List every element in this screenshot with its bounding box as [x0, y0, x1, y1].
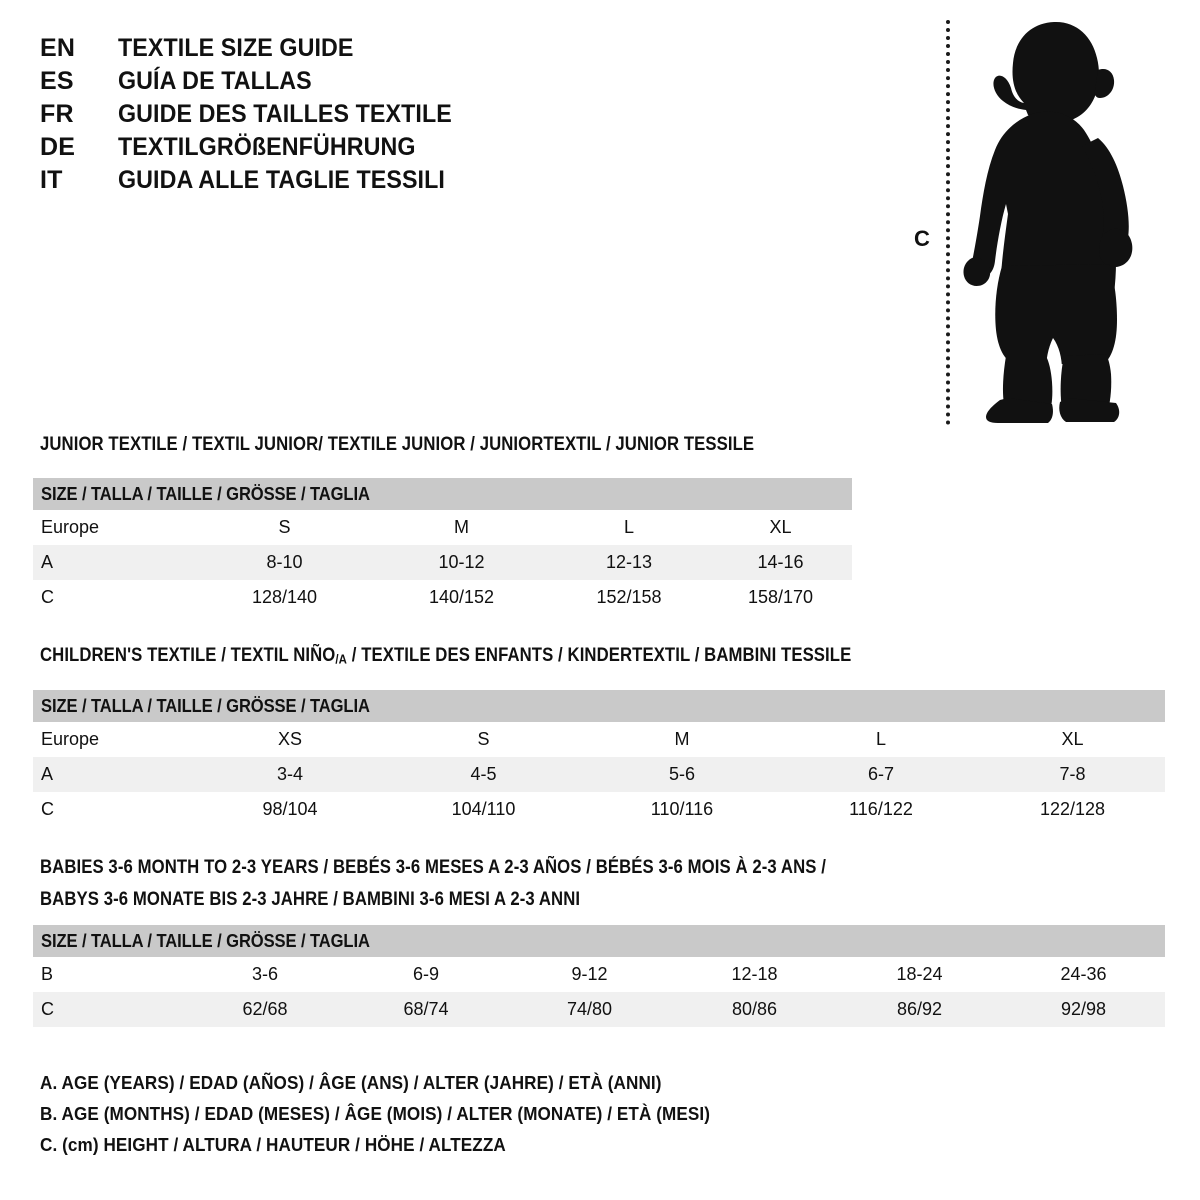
table-row: B 3-6 6-9 9-12 12-18 18-24 24-36 [33, 957, 1166, 992]
language-title-it: GUIDA ALLE TAGLIE TESSILI [118, 166, 445, 194]
table-babies-row-b-label: B [33, 957, 185, 992]
language-code-fr: FR [40, 100, 74, 128]
table-babies-row-c-v4: 80/86 [672, 992, 837, 1027]
table-babies-band-label: SIZE / TALLA / TAILLE / GRÖSSE / TAGLIA [33, 925, 1166, 957]
table-junior-col-l: L [623, 517, 634, 537]
table-babies-row-c-v3: 74/80 [507, 992, 672, 1027]
dimension-label-c: C [914, 226, 930, 251]
language-code-en: EN [40, 34, 76, 62]
table-babies-row-b-v3: 9-12 [507, 957, 672, 992]
language-code-it: IT [40, 166, 63, 194]
table-junior-row-c-s: 128/140 [195, 580, 374, 615]
table-junior-band-label: SIZE / TALLA / TAILLE / GRÖSSE / TAGLIA [33, 478, 853, 510]
table-children-col-l: L [875, 729, 886, 749]
table-row: C 98/104 104/110 110/116 116/122 122/128 [33, 792, 1165, 827]
section-title-babies-line2: BABYS 3-6 MONATE BIS 2-3 JAHRE / BAMBINI… [40, 889, 581, 910]
section-title-children-prefix: CHILDREN'S TEXTILE / TEXTIL NIÑO [40, 645, 336, 666]
language-title-es: GUÍA DE TALLAS [118, 67, 312, 95]
section-title-junior: JUNIOR TEXTILE / TEXTIL JUNIOR/ TEXTILE … [40, 434, 755, 455]
language-row-de: DE TEXTILGRÖßENFÜHRUNG [40, 131, 477, 164]
table-row: C 62/68 68/74 74/80 80/86 86/92 92/98 [33, 992, 1166, 1027]
section-title-children: CHILDREN'S TEXTILE / TEXTIL NIÑO/A / TEX… [40, 643, 851, 672]
table-junior-row-a-l: 12-13 [549, 545, 709, 580]
table-junior-band-row: SIZE / TALLA / TAILLE / GRÖSSE / TAGLIA [33, 478, 853, 510]
toddler-silhouette-icon [958, 18, 1158, 428]
table-junior-row-c-m: 140/152 [374, 580, 549, 615]
table-babies-row-b-v6: 24-36 [1002, 957, 1166, 992]
legend-block: A. AGE (YEARS) / EDAD (AÑOS) / ÂGE (ANS)… [40, 1068, 745, 1161]
table-children-col-m: M [674, 729, 690, 749]
table-children-row-c-xs: 98/104 [195, 792, 385, 827]
table-junior-row-a-xl: 14-16 [709, 545, 853, 580]
language-title-en: TEXTILE SIZE GUIDE [118, 34, 354, 62]
table-junior-row-a-label: A [33, 545, 195, 580]
table-children-row-a-s: 4-5 [385, 757, 582, 792]
table-junior-col-s: S [278, 517, 291, 537]
table-children-row-a-l: 6-7 [782, 757, 980, 792]
table-children-row-c-l: 116/122 [782, 792, 980, 827]
table-children-header-row: Europe XS S M L XL [33, 722, 1165, 757]
language-row-es: ES GUÍA DE TALLAS [40, 65, 477, 98]
table-children-band-row: SIZE / TALLA / TAILLE / GRÖSSE / TAGLIA [33, 690, 1165, 722]
table-babies-row-b-v1: 3-6 [185, 957, 345, 992]
height-dotted-line [946, 20, 950, 425]
table-junior-row-a-m: 10-12 [374, 545, 549, 580]
table-babies-row-c-v2: 68/74 [345, 992, 507, 1027]
legend-row-b: B. AGE (MONTHS) / EDAD (MESES) / ÂGE (MO… [40, 1104, 711, 1124]
table-babies-row-b-v2: 6-9 [345, 957, 507, 992]
language-row-it: IT GUIDA ALLE TAGLIE TESSILI [40, 164, 477, 197]
language-code-es: ES [40, 67, 74, 95]
table-babies-row-c-v1: 62/68 [185, 992, 345, 1027]
legend-row-c: C. (cm) HEIGHT / ALTURA / HAUTEUR / HÖHE… [40, 1135, 506, 1155]
legend-row-a: A. AGE (YEARS) / EDAD (AÑOS) / ÂGE (ANS)… [40, 1073, 662, 1093]
table-junior-row-c-label: C [33, 580, 195, 615]
table-junior-row-c-l: 152/158 [549, 580, 709, 615]
table-babies-row-c-v6: 92/98 [1002, 992, 1166, 1027]
section-title-children-sub: /A [335, 651, 348, 667]
table-children-row-c-m: 110/116 [582, 792, 782, 827]
table-children-row-c-s: 104/110 [385, 792, 582, 827]
table-junior: SIZE / TALLA / TAILLE / GRÖSSE / TAGLIA … [33, 478, 853, 615]
table-junior-col-m: M [454, 517, 469, 537]
table-children-col-xs: XS [277, 729, 302, 749]
table-babies-row-c-v5: 86/92 [837, 992, 1002, 1027]
table-children-row-a-xl: 7-8 [980, 757, 1165, 792]
table-babies-row-b-v5: 18-24 [837, 957, 1002, 992]
table-junior-header-label: Europe [41, 517, 100, 537]
table-babies-band-row: SIZE / TALLA / TAILLE / GRÖSSE / TAGLIA [33, 925, 1166, 957]
table-children-row-a-m: 5-6 [582, 757, 782, 792]
language-title-block: EN TEXTILE SIZE GUIDE ES GUÍA DE TALLAS … [40, 32, 477, 197]
table-row: A 3-4 4-5 5-6 6-7 7-8 [33, 757, 1165, 792]
table-children-band-label: SIZE / TALLA / TAILLE / GRÖSSE / TAGLIA [33, 690, 1165, 722]
language-code-de: DE [40, 133, 76, 161]
table-row: C 128/140 140/152 152/158 158/170 [33, 580, 853, 615]
section-title-children-suffix: / TEXTILE DES ENFANTS / KINDERTEXTIL / B… [347, 645, 852, 666]
table-babies-row-c-label: C [33, 992, 185, 1027]
language-row-fr: FR GUIDE DES TAILLES TEXTILE [40, 98, 477, 131]
table-junior-header-row: Europe S M L XL [33, 510, 852, 545]
height-figure: C [890, 10, 1180, 430]
table-babies: SIZE / TALLA / TAILLE / GRÖSSE / TAGLIA … [33, 925, 1166, 1027]
language-title-fr: GUIDE DES TAILLES TEXTILE [118, 100, 452, 128]
table-row: A 8-10 10-12 12-13 14-16 [33, 545, 853, 580]
table-children-row-a-xs: 3-4 [195, 757, 385, 792]
section-title-babies-line1: BABIES 3-6 MONTH TO 2-3 YEARS / BEBÉS 3-… [40, 857, 826, 878]
table-children-row-c-xl: 122/128 [980, 792, 1165, 827]
language-title-de: TEXTILGRÖßENFÜHRUNG [118, 133, 416, 161]
table-babies-row-b-v4: 12-18 [672, 957, 837, 992]
table-children-row-a-label: A [33, 757, 195, 792]
table-children: SIZE / TALLA / TAILLE / GRÖSSE / TAGLIA … [33, 690, 1165, 827]
table-children-row-c-label: C [33, 792, 195, 827]
table-junior-row-a-s: 8-10 [195, 545, 374, 580]
table-children-col-s: S [477, 729, 490, 749]
table-children-header-label: Europe [41, 729, 100, 749]
table-junior-col-xl: XL [769, 517, 792, 537]
table-junior-row-c-xl: 158/170 [709, 580, 853, 615]
language-row-en: EN TEXTILE SIZE GUIDE [40, 32, 477, 65]
table-children-col-xl: XL [1061, 729, 1084, 749]
